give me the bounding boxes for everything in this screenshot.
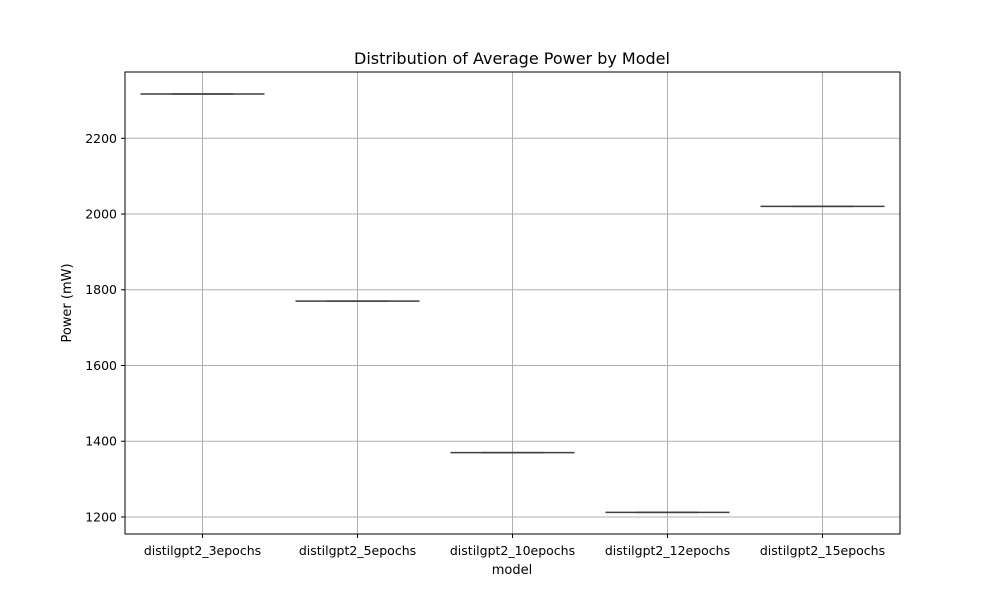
y-tick-label: 2200 xyxy=(85,131,117,146)
x-tick-label: distilgpt2_15epochs xyxy=(760,543,885,558)
chart-title: Distribution of Average Power by Model xyxy=(354,49,670,68)
grid-lines xyxy=(125,72,900,534)
x-tick-label: distilgpt2_10epochs xyxy=(450,543,575,558)
y-tick-label: 2000 xyxy=(85,207,117,222)
y-axis-label: Power (mW) xyxy=(60,263,75,342)
y-tick-label: 1800 xyxy=(85,282,117,297)
y-tick-label: 1600 xyxy=(85,358,117,373)
x-tick-label: distilgpt2_3epochs xyxy=(144,543,261,558)
y-tick-label: 1200 xyxy=(85,509,117,524)
x-tick-label: distilgpt2_5epochs xyxy=(299,543,416,558)
y-tick-label: 1400 xyxy=(85,434,117,449)
box-plot-series xyxy=(140,93,885,514)
x-tick-label: distilgpt2_12epochs xyxy=(605,543,730,558)
x-axis-label: model xyxy=(492,563,532,578)
axis-ticks: 1200 1400 1600 1800 2000 2200 distilgpt2_3epoc… xyxy=(85,131,885,558)
